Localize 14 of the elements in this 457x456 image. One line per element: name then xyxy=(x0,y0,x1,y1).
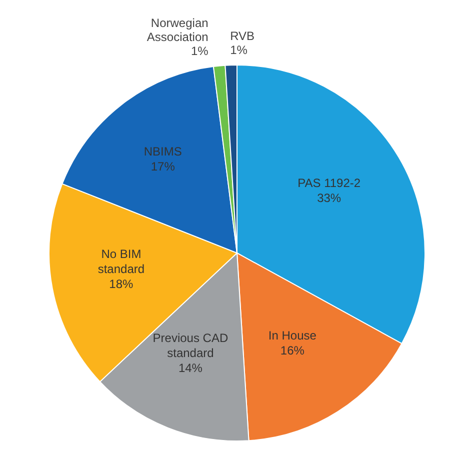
slice-label: Norwegian Association xyxy=(146,16,208,44)
data-label: 14% xyxy=(178,360,203,375)
slice-label: No BIM standard xyxy=(98,247,145,276)
slice-label: Previous CAD standard xyxy=(152,330,228,360)
data-label: 1% xyxy=(230,43,248,58)
slice-label: RVB xyxy=(230,29,255,44)
slice-label: In House xyxy=(268,328,317,343)
data-label: 18% xyxy=(109,277,134,292)
slice-label: NBIMS xyxy=(144,144,182,158)
data-label: 16% xyxy=(280,344,305,358)
slice-label: PAS 1192-2 xyxy=(298,176,361,190)
data-label: 1% xyxy=(190,44,209,58)
data-label: 33% xyxy=(317,191,342,206)
data-label: 17% xyxy=(150,159,176,174)
